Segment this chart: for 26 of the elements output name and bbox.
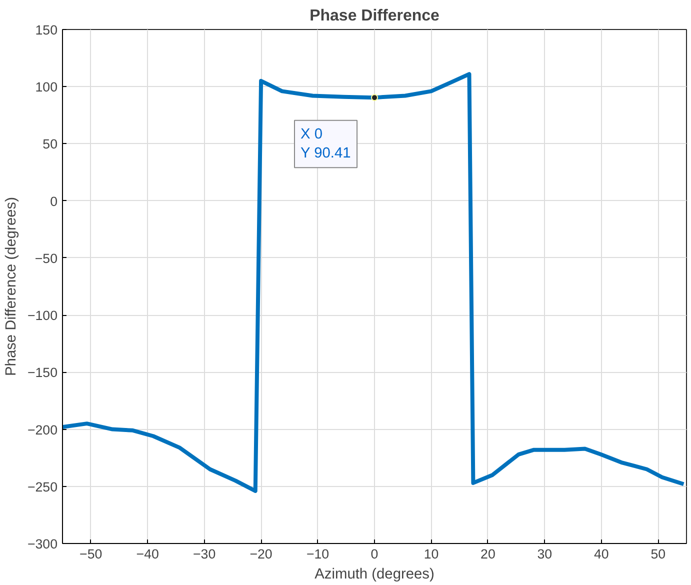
x-tick-label: 0 [370,546,378,562]
x-tick-label: 40 [594,546,609,562]
x-tick-label: −10 [306,546,330,562]
y-tick-label: −300 [27,536,58,552]
x-tick-label: −40 [136,546,159,562]
y-tick-label: 0 [50,194,58,209]
y-tick-label: 100 [35,80,58,95]
x-tick-label: −30 [193,546,216,562]
y-tick-label: 150 [35,22,58,38]
y-tick-label: −150 [27,365,58,380]
y-tick-label: −250 [27,479,58,494]
x-tick-label: 30 [537,546,552,562]
y-axis-title: Phase Difference (degrees) [3,197,20,376]
y-tick-label: 50 [42,136,58,152]
x-tick-label: 50 [650,546,666,562]
line-series [62,72,686,493]
x-tick-label: 10 [424,546,439,562]
chart-title: Phase Difference [310,8,440,24]
x-tick-label: −20 [250,546,272,562]
x-tick-label: −50 [80,546,102,562]
x-tick-label: 20 [480,546,496,562]
y-tick-label: −200 [27,422,58,438]
x-axis-title: Azimuth (degrees) [314,566,434,582]
annotation: X 0 Y 90.41 [300,126,351,162]
y-tick-label: −50 [34,250,58,266]
y-tick-label: −100 [27,308,58,324]
